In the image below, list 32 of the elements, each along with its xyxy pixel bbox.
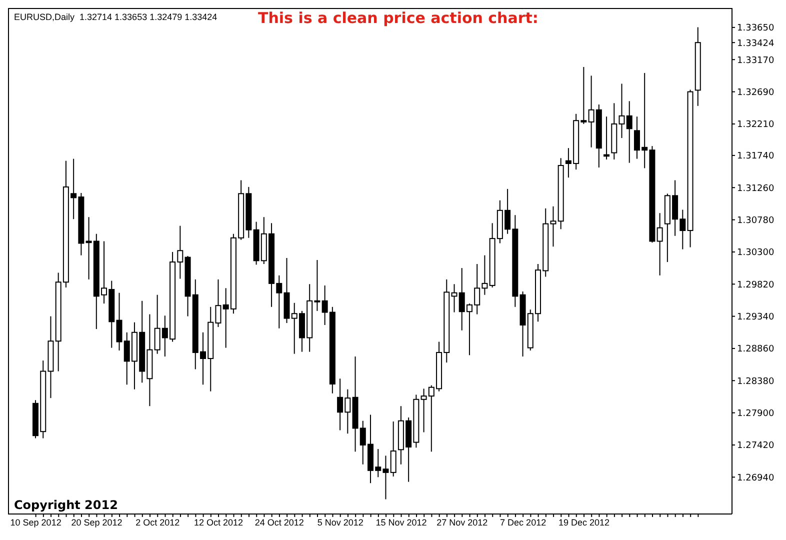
x-tick-label: 15 Nov 2012 bbox=[376, 517, 427, 528]
y-tick-label: 1.26940 bbox=[737, 473, 774, 484]
y-tick-label: 1.33650 bbox=[737, 24, 774, 34]
x-tick-label: 2 Oct 2012 bbox=[136, 517, 180, 528]
y-tick-label: 1.31740 bbox=[737, 152, 774, 162]
candlestick bbox=[390, 421, 396, 477]
x-tick-label: 19 Dec 2012 bbox=[558, 517, 610, 528]
y-tick-label: 1.33170 bbox=[737, 56, 774, 66]
y-tick-label: 1.28380 bbox=[737, 376, 774, 387]
text: EURUSD,Daily 1.32714 1.33653 1.32479 1.33424 bbox=[14, 12, 218, 22]
y-tick-label: 1.32210 bbox=[737, 120, 774, 130]
x-tick-label: 24 Oct 2012 bbox=[254, 517, 304, 528]
chart-title: This is a clean price action chart: bbox=[258, 9, 538, 27]
y-tick-label: 1.30300 bbox=[737, 248, 774, 258]
x-tick-label: 5 Nov 2012 bbox=[317, 517, 364, 528]
y-tick-label: 1.31260 bbox=[737, 184, 774, 194]
y-tick-label: 1.32690 bbox=[737, 88, 774, 98]
y-tick-label: 1.29340 bbox=[737, 312, 774, 322]
y-tick-label: 1.27900 bbox=[737, 408, 774, 419]
x-tick-label: 12 Oct 2012 bbox=[194, 517, 244, 528]
y-tick-label: 1.33424 bbox=[737, 38, 774, 49]
annotation: Copyright 2012 bbox=[14, 498, 118, 512]
y-tick-label: 1.27420 bbox=[737, 441, 774, 452]
x-tick-label: 20 Sep 2012 bbox=[71, 517, 122, 528]
x-tick-label: 27 Nov 2012 bbox=[436, 517, 488, 528]
candlestick bbox=[656, 212, 663, 276]
x-tick-label: 7 Dec 2012 bbox=[500, 517, 546, 528]
candlestick bbox=[604, 116, 610, 160]
y-tick-label: 1.29820 bbox=[737, 280, 774, 290]
y-tick-label: 1.30780 bbox=[737, 216, 774, 226]
x-tick-label: 10 Sep 2012 bbox=[10, 517, 62, 528]
y-tick-label: 1.28860 bbox=[737, 344, 774, 355]
